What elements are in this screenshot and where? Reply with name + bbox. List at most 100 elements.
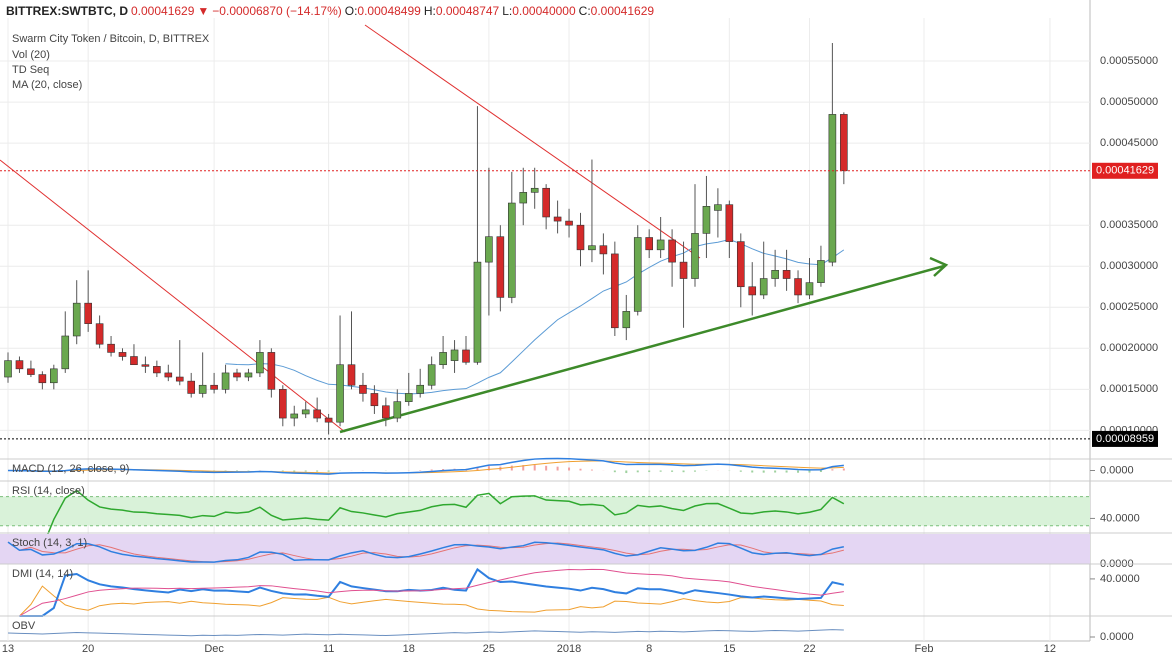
macd-hist <box>304 470 307 472</box>
rsi-band <box>0 496 1090 526</box>
candle-body <box>611 253 619 329</box>
candle-body <box>141 364 150 367</box>
candle-body <box>393 401 402 419</box>
candle-body <box>485 236 493 263</box>
candle-body <box>336 364 344 423</box>
header-text: 0.00048747 <box>435 4 500 18</box>
macd-hist <box>487 466 490 471</box>
candle-body <box>553 216 562 222</box>
candle-body <box>118 352 127 357</box>
macd-hist <box>522 465 525 471</box>
candle-body <box>645 237 653 251</box>
chart-title: Swarm City Token / Bitcoin, D, BITTREX <box>12 33 210 45</box>
candle-body <box>290 413 299 419</box>
candle-body <box>588 245 596 251</box>
candle-body <box>175 376 184 382</box>
candle-body <box>256 352 264 374</box>
macd-hist <box>281 470 284 472</box>
macd-hist <box>224 470 227 472</box>
candle-body <box>210 384 218 390</box>
y-tick-label: 0.00050000 <box>1100 96 1158 108</box>
macd-hist <box>785 470 788 473</box>
macd-hist <box>293 470 296 472</box>
candle-body <box>267 352 276 390</box>
candle-body <box>61 335 70 370</box>
candle-body <box>496 236 505 298</box>
candle-body <box>370 393 379 407</box>
panel-label: Stoch (14, 3, 1) <box>12 537 87 549</box>
candle-body <box>38 374 47 384</box>
candle-body <box>4 360 12 378</box>
macd-hist <box>648 470 651 473</box>
candle-body <box>736 241 745 288</box>
macd-hist <box>739 470 742 472</box>
candle-body <box>519 192 528 204</box>
header-text: 0.00048499 <box>357 4 421 18</box>
candle-body <box>359 384 367 394</box>
panel-label: DMI (14, 14) <box>12 568 73 580</box>
candle-body <box>416 384 424 394</box>
macd-hist <box>545 465 548 471</box>
candle-body <box>107 343 115 353</box>
header-text: 0.00041629 <box>131 4 195 18</box>
candle-body <box>221 372 230 390</box>
candle-body <box>50 368 58 384</box>
price-marker <box>1092 430 1158 447</box>
macd-hist <box>751 470 754 473</box>
candle-body <box>439 352 447 366</box>
macd-hist <box>327 470 330 472</box>
y-tick-label: 0.0000 <box>1100 631 1134 643</box>
x-tick-label: 22 <box>803 643 815 655</box>
x-tick-label: Dec <box>204 643 224 655</box>
candle-body <box>576 224 585 251</box>
macd-hist <box>659 470 662 472</box>
macd-hist <box>510 465 513 471</box>
candle-body <box>27 368 35 375</box>
macd-hist <box>316 470 319 472</box>
candle-body <box>828 114 837 263</box>
macd-hist <box>831 469 834 471</box>
indicator-line <box>8 457 844 475</box>
candle-body <box>668 239 676 263</box>
candle-body <box>599 245 608 255</box>
y-tick-label: 0.0000 <box>1100 464 1134 476</box>
y-tick-label: 0.00020000 <box>1100 342 1158 354</box>
header-text: H: <box>423 4 436 18</box>
macd-hist <box>476 467 479 471</box>
x-tick-label: 25 <box>483 643 495 655</box>
y-tick-label: 0.00015000 <box>1100 383 1158 395</box>
ma-line <box>225 238 845 395</box>
candle-body <box>840 114 848 172</box>
candle-body <box>714 204 722 211</box>
legend-item: Vol (20) <box>12 49 50 61</box>
candle-body <box>130 356 138 366</box>
indicator-line <box>19 568 844 617</box>
macd-hist <box>613 470 616 473</box>
header-text: −0.00006870 (−14.17%) <box>212 4 342 18</box>
indicator-line <box>7 541 844 563</box>
y-tick-label: 0.00045000 <box>1100 137 1158 149</box>
header: BITTREX:SWTBTC, D 0.00041629 ▼ −0.00006870 … <box>6 4 657 18</box>
macd-hist <box>636 470 639 473</box>
candle-body <box>622 311 631 329</box>
candle-body <box>817 260 825 283</box>
y-tick-label: 40.0000 <box>1100 573 1140 585</box>
candle-body <box>542 187 550 218</box>
indicator-line <box>7 541 844 563</box>
trend-line <box>0 159 346 433</box>
candle-body <box>153 366 161 374</box>
panel-label: MACD (12, 26, close, 9) <box>12 463 129 475</box>
header-text: L: <box>502 4 513 18</box>
candle-body <box>702 206 711 234</box>
trend-arrow <box>339 264 945 434</box>
candle-body <box>565 220 573 226</box>
x-tick-label: 8 <box>646 643 652 655</box>
y-tick-label: 0.00035000 <box>1100 219 1158 231</box>
panel-label: OBV <box>12 620 36 632</box>
stoch-band <box>0 534 1090 564</box>
candle-body <box>95 323 104 345</box>
candle-body <box>15 360 24 370</box>
header-text: BITTREX:SWTBTC, D <box>6 4 128 18</box>
